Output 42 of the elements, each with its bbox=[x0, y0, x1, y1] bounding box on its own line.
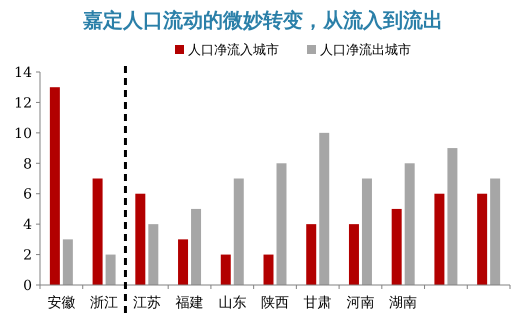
x-tick-label: 甘肃 bbox=[304, 295, 332, 311]
bar bbox=[264, 254, 274, 285]
bar bbox=[404, 163, 415, 285]
y-tick-label: 10 bbox=[14, 126, 32, 142]
bar bbox=[135, 194, 146, 285]
bar bbox=[178, 239, 188, 285]
bar bbox=[276, 163, 286, 285]
x-tick-label: 河南 bbox=[346, 295, 374, 311]
y-tick-label: 14 bbox=[14, 65, 32, 81]
bar bbox=[392, 208, 402, 285]
x-tick-label: 陕西 bbox=[261, 295, 289, 311]
bar bbox=[362, 178, 372, 285]
y-tick-label: 12 bbox=[14, 95, 32, 112]
bar bbox=[447, 148, 458, 285]
bar bbox=[234, 178, 244, 285]
legend-label: 人口净流出城市 bbox=[320, 42, 411, 58]
legend-label: 人口净流入城市 bbox=[188, 42, 279, 58]
y-tick-label: 8 bbox=[23, 156, 32, 172]
bar bbox=[148, 224, 158, 285]
bar bbox=[191, 208, 202, 285]
bar bbox=[92, 178, 103, 285]
bar bbox=[490, 178, 500, 285]
x-tick-label: 安徽 bbox=[47, 295, 76, 311]
y-tick-label: 2 bbox=[23, 248, 32, 264]
bar bbox=[434, 194, 444, 285]
bar bbox=[348, 224, 359, 285]
x-tick-label: 浙江 bbox=[90, 295, 118, 311]
x-tick-label: 湖南 bbox=[389, 295, 418, 311]
y-tick-label: 0 bbox=[23, 278, 32, 294]
y-tick-label: 4 bbox=[23, 217, 32, 234]
bar bbox=[319, 132, 330, 285]
bar bbox=[220, 254, 231, 285]
x-tick-label: 江苏 bbox=[132, 295, 161, 311]
y-tick-label: 6 bbox=[23, 186, 32, 203]
x-tick-label: 福建 bbox=[176, 295, 204, 311]
chart-title: 嘉定人口流动的微妙转变，从流入到流出 bbox=[83, 8, 443, 32]
x-tick-label: 山东 bbox=[218, 295, 246, 311]
bar bbox=[106, 254, 116, 285]
bar bbox=[306, 224, 316, 285]
bar bbox=[62, 239, 73, 285]
bar bbox=[477, 194, 488, 285]
bar bbox=[50, 87, 60, 285]
